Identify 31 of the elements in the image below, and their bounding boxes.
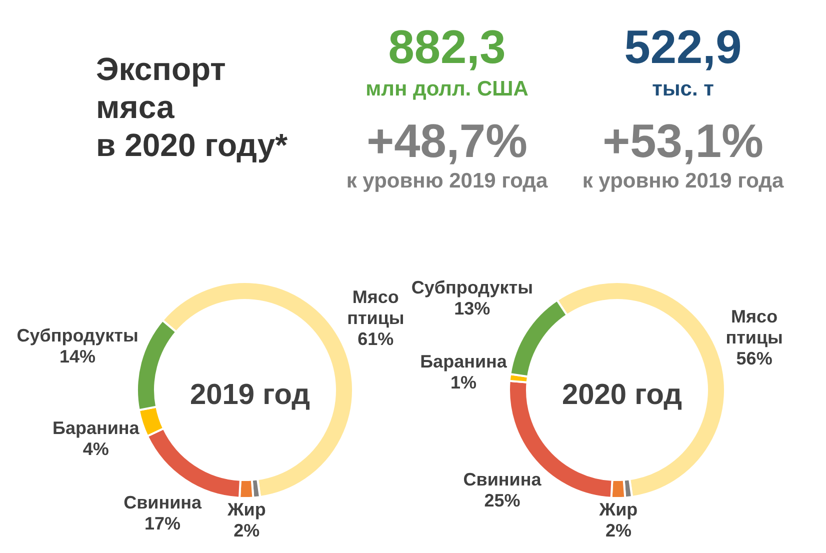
text: +53,1%: [602, 114, 764, 168]
data-label: 17%: [144, 514, 181, 534]
slice-label: Свинина: [463, 469, 542, 490]
text: тыс. т: [652, 77, 714, 101]
slice-label: Субпродукты: [16, 325, 138, 346]
text: к уровню 2019 года: [346, 169, 548, 193]
data-label: 14%: [60, 346, 96, 366]
slice-label: Субпродукты: [411, 278, 533, 298]
text: 882,3: [388, 20, 506, 74]
text: 522,9: [624, 20, 742, 74]
text: 2019 год: [190, 379, 310, 411]
data-label: 25%: [484, 490, 520, 510]
text: Экспорт мяса в 2020 году*: [96, 50, 288, 164]
slice-label: Мясо птицы: [726, 306, 783, 348]
text: +48,7%: [366, 114, 528, 168]
text: 2020 год: [562, 379, 682, 411]
slice-label: Жир: [226, 500, 266, 520]
text: к уровню 2019 года: [582, 169, 784, 193]
slice-label: Жир: [598, 500, 638, 520]
slice-label: Свинина: [124, 492, 203, 513]
slice-label: Баранина: [52, 418, 140, 438]
data-label: 56%: [736, 348, 772, 369]
data-label: 1%: [450, 372, 477, 392]
text: млн долл. США: [366, 77, 528, 101]
data-label: 13%: [454, 298, 490, 319]
slice-label: Баранина: [420, 351, 508, 372]
data-label: 4%: [82, 438, 109, 459]
data-label: 61%: [358, 328, 394, 349]
data-label: 2%: [605, 520, 632, 541]
data-label: 2%: [234, 520, 260, 541]
slice-label: Мясо птицы: [347, 286, 404, 328]
